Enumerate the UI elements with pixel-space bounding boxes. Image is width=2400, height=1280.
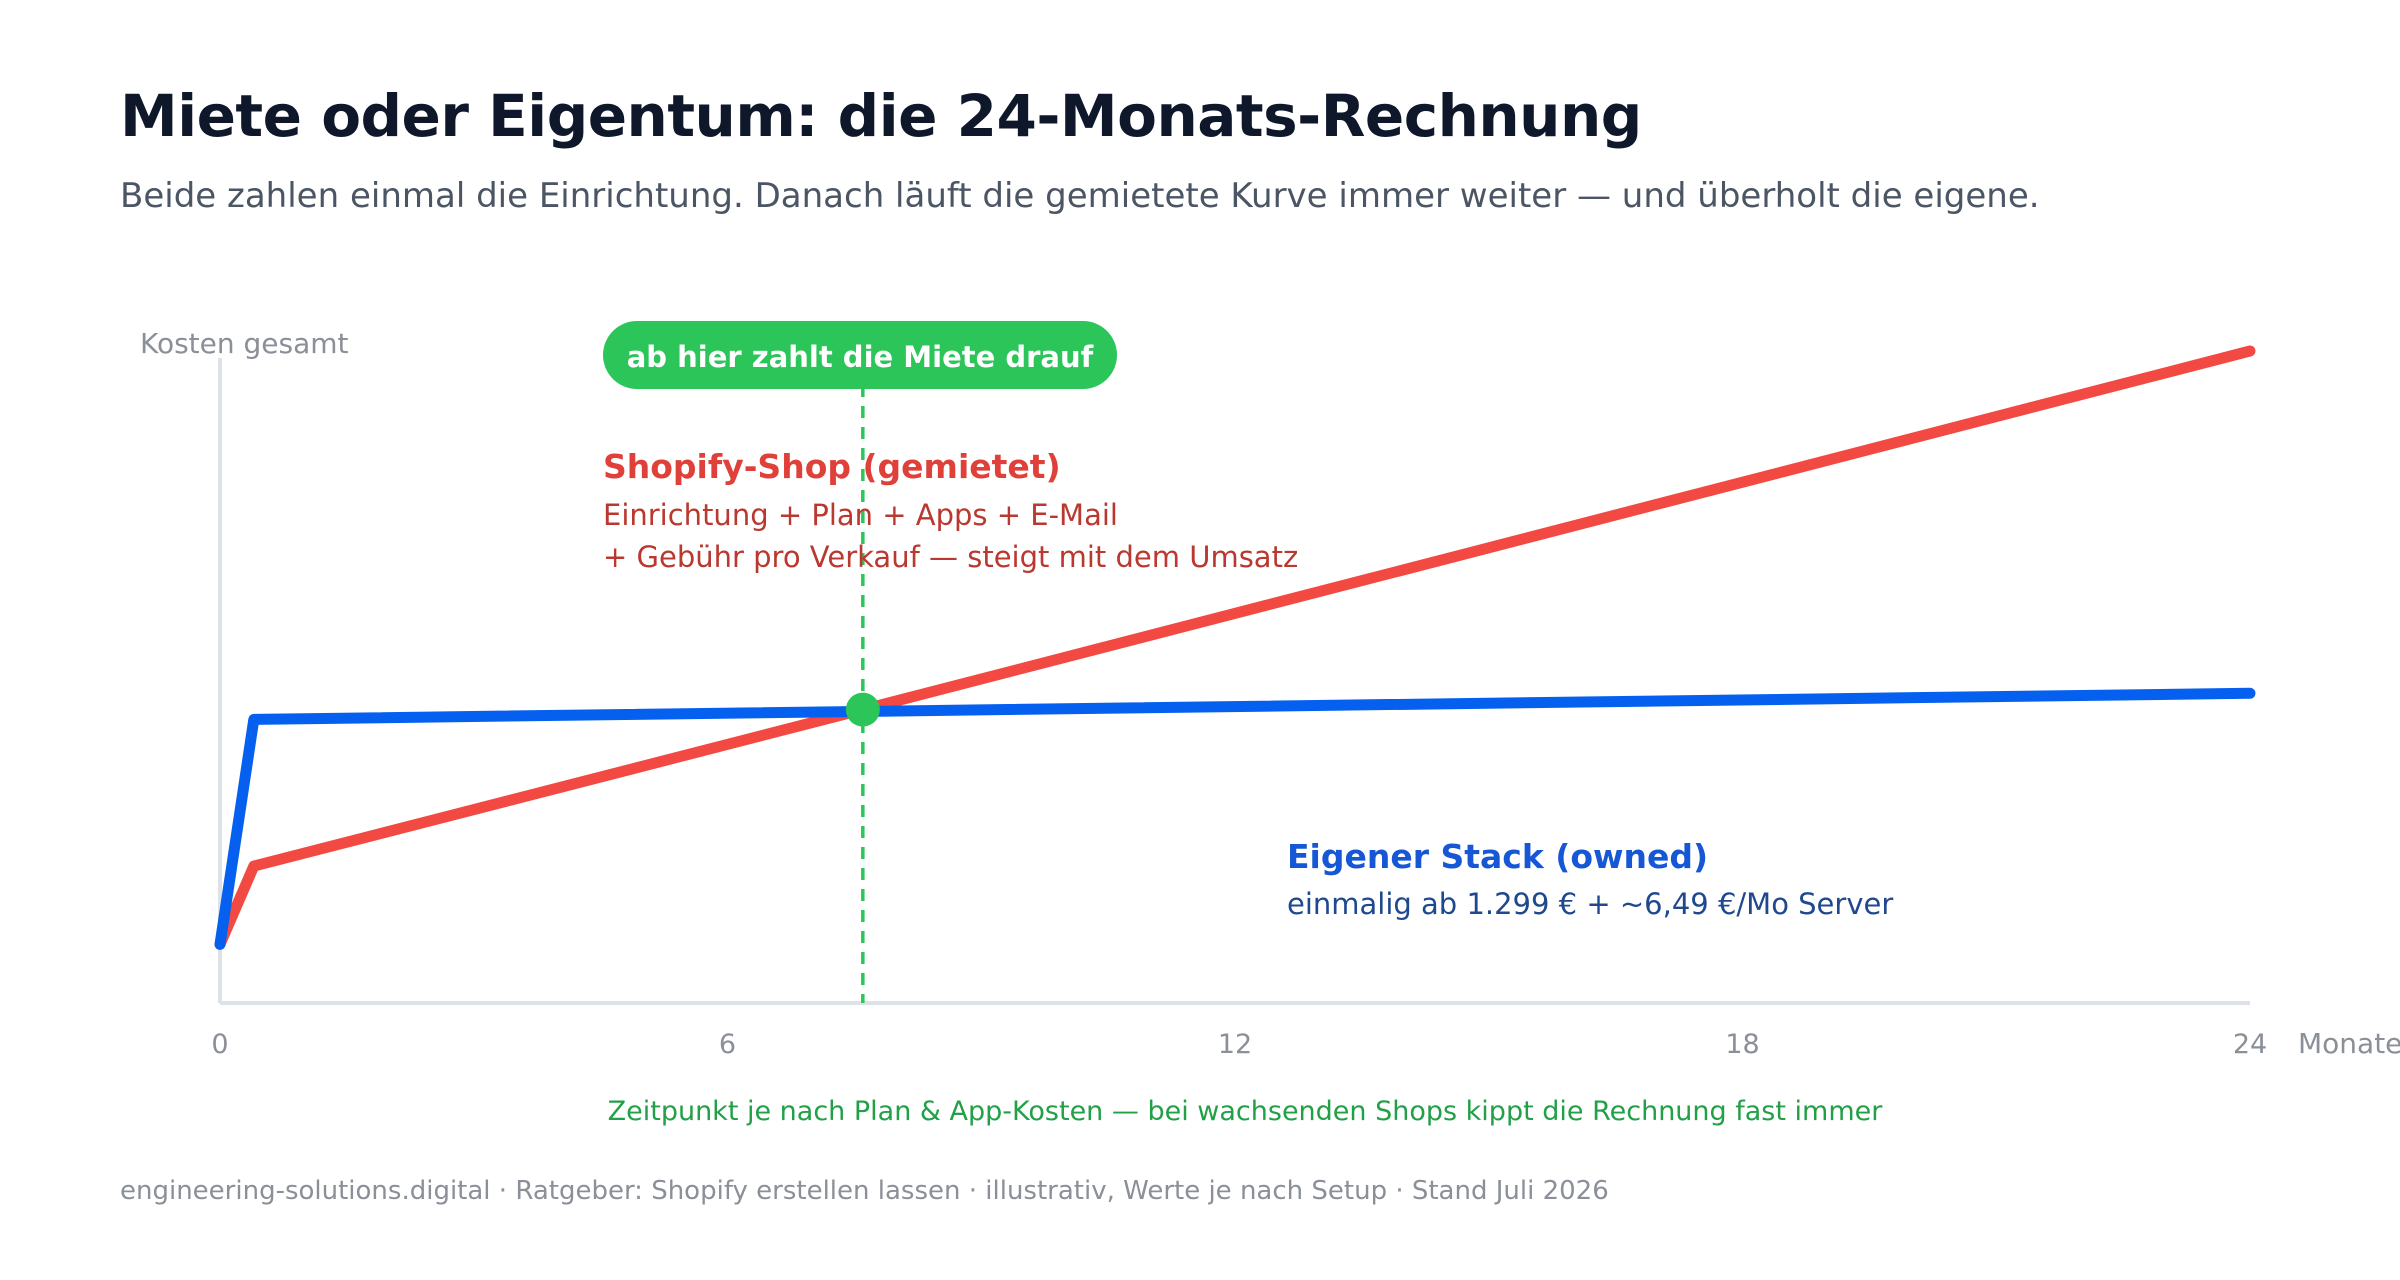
chart-subtitle: Beide zahlen einmal die Einrichtung. Dan…: [120, 176, 2040, 216]
breakeven-pill: [603, 321, 1117, 389]
x-tick-label: 6: [719, 1029, 736, 1060]
breakeven-note: Zeitpunkt je nach Plan & App-Kosten — be…: [608, 1096, 1884, 1127]
annotations: ab hier zahlt die Miete drauf Shopify-Sho…: [603, 321, 1893, 1127]
owned-series-name: Eigener Stack (owned): [1287, 837, 1708, 876]
rented-series-description: Einrichtung + Plan + Apps + E-Mail: [603, 498, 1118, 532]
rented-series-name: Shopify-Shop (gemietet): [603, 447, 1061, 486]
rented-series-description: + Gebühr pro Verkauf — steigt mit dem Um…: [603, 540, 1298, 574]
series-line-owned: [214, 687, 2256, 950]
y-axis-label: Kosten gesamt: [140, 327, 349, 360]
axes: Kosten gesamt: [140, 327, 2250, 1005]
breakeven-point: [845, 692, 880, 727]
x-tick-label: 18: [1725, 1029, 1759, 1060]
breakeven-pill-label: ab hier zahlt die Miete drauf: [627, 340, 1094, 374]
x-tick-label: 24: [2233, 1029, 2267, 1060]
series-lines: [214, 345, 2256, 950]
series-line-rented: [214, 345, 2256, 950]
x-tick-label: 12: [1218, 1029, 1252, 1060]
x-ticks: 0 6 12 18 24 Monate: [211, 1027, 2400, 1060]
x-axis-label: Monate: [2298, 1027, 2400, 1060]
x-tick-label: 0: [211, 1029, 228, 1060]
owned-series-description: einmalig ab 1.299 € + ~6,49 €/Mo Server: [1287, 887, 1893, 921]
footer-source: engineering-solutions.digital · Ratgeber…: [120, 1176, 1609, 1206]
chart-title: Miete oder Eigentum: die 24-Monats-Rechn…: [120, 82, 1642, 150]
